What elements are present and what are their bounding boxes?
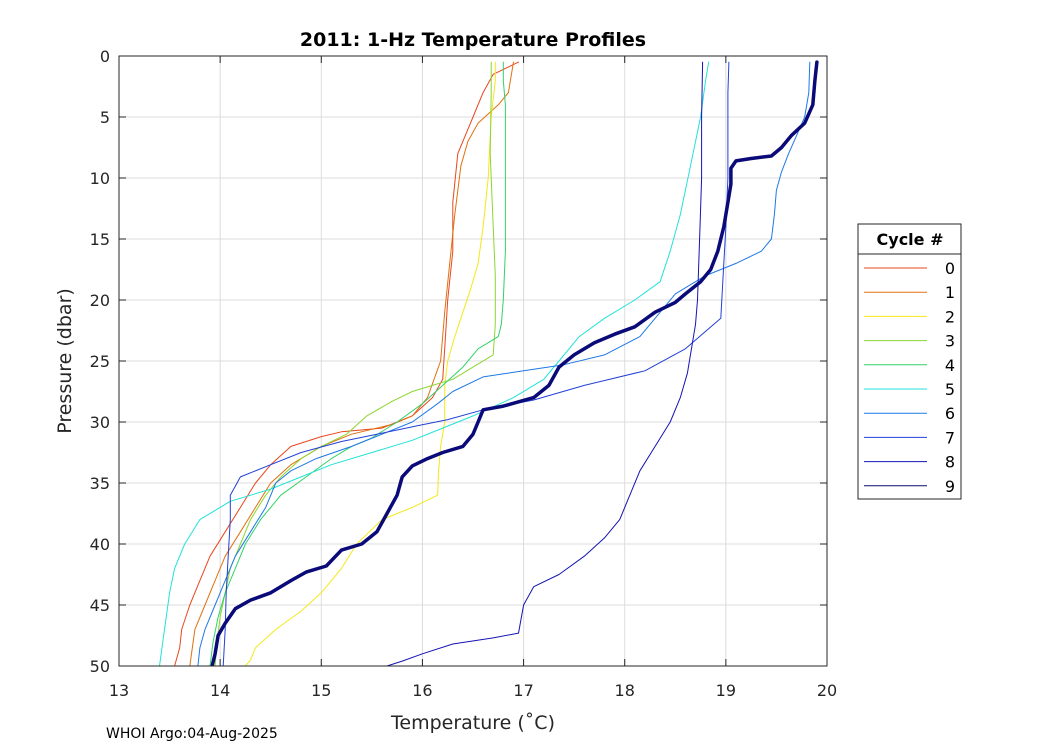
legend-label-cycle-3: 3 — [945, 332, 955, 351]
legend: Cycle # 0 1 2 3 4 5 6 7 8 9 — [857, 223, 962, 500]
chart-title: 2011: 1-Hz Temperature Profiles — [300, 29, 646, 51]
footnote: WHOI Argo:04-Aug-2025 — [106, 726, 278, 742]
y-tick-label: 10 — [90, 169, 110, 188]
y-tick-label: 50 — [90, 657, 110, 676]
y-axis-label: Pressure (dbar) — [54, 288, 76, 434]
legend-entries: 0 1 2 3 4 5 6 7 8 9 — [864, 259, 955, 496]
x-tick-label: 14 — [210, 681, 230, 700]
series-line-cycle-1 — [189, 61, 514, 666]
legend-label-cycle-0: 0 — [945, 259, 955, 278]
y-tick-label: 45 — [90, 596, 110, 615]
series-line-cycle-8 — [386, 61, 704, 666]
grid — [119, 56, 827, 666]
series-group — [159, 60, 819, 666]
x-tick-label: 19 — [716, 681, 736, 700]
legend-label-cycle-5: 5 — [945, 380, 955, 399]
x-tick-label: 17 — [513, 681, 533, 700]
y-tick-label: 15 — [90, 230, 110, 249]
y-tick-label: 5 — [100, 108, 110, 127]
x-axis-label: Temperature (˚C) — [390, 712, 555, 734]
y-tick-label: 30 — [90, 413, 110, 432]
series-line-cycle-7 — [222, 61, 730, 666]
series-line-cycle-6 — [197, 61, 811, 666]
legend-label-cycle-8: 8 — [945, 453, 955, 472]
x-tick-label: 16 — [412, 681, 432, 700]
series-line-cycle-2 — [244, 61, 496, 666]
series-line-cycle-0 — [174, 61, 519, 666]
legend-label-cycle-9: 9 — [945, 477, 955, 496]
y-tick-label: 0 — [100, 47, 110, 66]
legend-label-cycle-1: 1 — [945, 283, 955, 302]
x-tick-label: 18 — [615, 681, 635, 700]
legend-label-cycle-4: 4 — [945, 356, 955, 375]
legend-title: Cycle # — [877, 230, 944, 249]
legend-label-cycle-2: 2 — [945, 307, 955, 326]
legend-label-cycle-7: 7 — [945, 428, 955, 447]
y-tick-label: 35 — [90, 474, 110, 493]
x-tick-label: 20 — [817, 681, 837, 700]
y-tick-label: 20 — [90, 291, 110, 310]
y-tick-label: 40 — [90, 535, 110, 554]
legend-box — [857, 223, 962, 500]
legend-label-cycle-6: 6 — [945, 404, 955, 423]
x-tick-label: 15 — [311, 681, 331, 700]
y-tick-label: 25 — [90, 352, 110, 371]
series-line-cycle-9 — [210, 60, 819, 666]
series-line-cycle-4 — [209, 61, 506, 666]
series-line-cycle-5 — [159, 61, 710, 666]
x-tick-label: 13 — [109, 681, 129, 700]
ticks: 13 14 15 16 17 18 19 20 0 5 10 15 20 25 30 35 40 45 50 — [90, 47, 838, 700]
